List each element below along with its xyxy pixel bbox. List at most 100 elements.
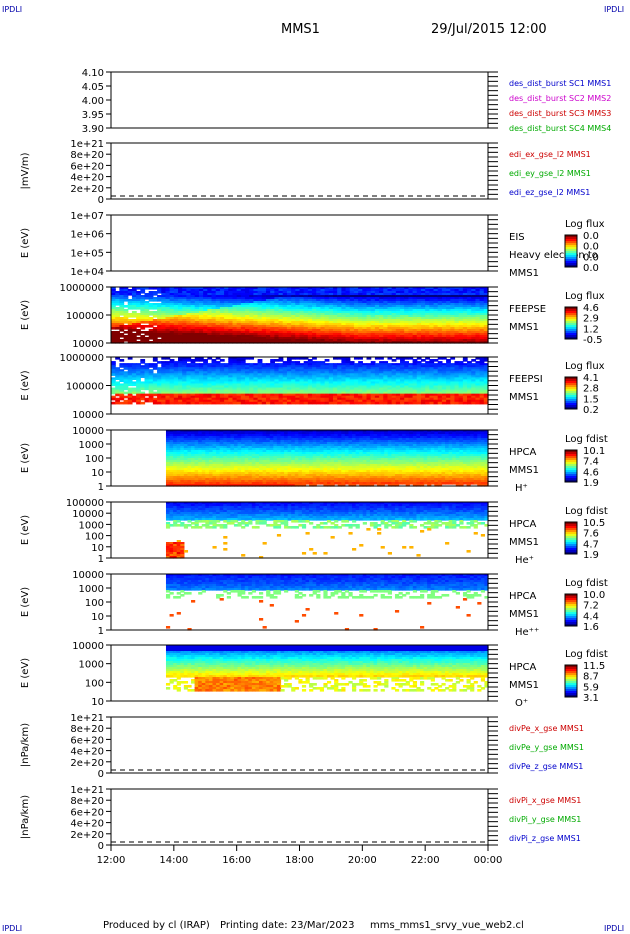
heatmap-cell — [303, 341, 309, 344]
heatmap-cell — [215, 363, 221, 366]
heatmap-cell — [349, 307, 355, 310]
heatmap-cell — [286, 401, 292, 405]
heatmap-cell — [169, 399, 175, 403]
heatmap-cell — [216, 466, 221, 469]
heatmap-cell — [261, 393, 267, 397]
heatmap-cell — [187, 462, 192, 465]
heatmap-cell — [366, 331, 372, 334]
heatmap-cell — [127, 323, 133, 326]
heatmap-cell — [165, 325, 171, 328]
heatmap-cell — [228, 375, 234, 378]
heatmap-cell — [429, 299, 435, 302]
heatmap-cell — [165, 287, 171, 290]
heatmap-cell — [119, 321, 125, 324]
heatmap-cell — [299, 289, 305, 292]
heatmap-cell — [216, 480, 221, 483]
heatmap-cell — [131, 293, 137, 296]
heatmap-cell — [131, 295, 137, 298]
heatmap-cell — [169, 365, 175, 368]
heatmap-cell — [379, 293, 384, 296]
heatmap-cell — [198, 484, 203, 487]
heatmap-cell — [471, 303, 477, 306]
heatmap-cell — [379, 401, 384, 405]
heatmap-cell — [131, 363, 137, 366]
heatmap-cell — [144, 293, 150, 296]
heatmap-cell — [211, 341, 217, 344]
heatmap-cell — [182, 395, 187, 399]
heatmap-cell — [467, 303, 472, 306]
heatmap-cell — [483, 327, 489, 330]
heatmap-cell — [387, 385, 393, 389]
heatmap-cell — [232, 295, 238, 298]
heatmap-cell — [299, 371, 305, 374]
heatmap-cell — [203, 397, 208, 401]
heatmap-cell — [341, 295, 347, 298]
heatmap-cell — [191, 430, 196, 433]
heatmap-cell — [366, 387, 372, 391]
heatmap-cell — [173, 381, 179, 385]
heatmap-cell — [169, 329, 175, 332]
heatmap-cell — [240, 303, 246, 306]
heatmap-cell — [408, 387, 414, 391]
heatmap-cell — [111, 307, 116, 310]
heatmap-cell — [362, 401, 368, 405]
heatmap-cell — [395, 369, 401, 372]
heatmap-cell — [207, 289, 213, 292]
heatmap-cell — [454, 397, 460, 401]
heatmap-cell — [161, 375, 167, 378]
heatmap-cell — [169, 450, 174, 453]
heatmap-cell — [157, 319, 162, 322]
heatmap-cell — [249, 309, 255, 312]
heatmap-cell — [291, 337, 296, 340]
heatmap-cell — [207, 395, 213, 399]
heatmap-cell — [479, 305, 485, 308]
heatmap-cell — [232, 377, 238, 380]
heatmap-cell — [115, 307, 120, 310]
heatmap-cell — [320, 377, 326, 380]
heatmap-cell — [391, 291, 397, 294]
heatmap-cell — [286, 397, 292, 401]
heatmap-cell — [345, 389, 351, 393]
heatmap-cell — [165, 480, 171, 483]
heatmap-cell — [370, 333, 376, 336]
heatmap-cell — [161, 329, 167, 332]
heatmap-cell — [328, 331, 334, 334]
heatmap-cell — [408, 295, 414, 298]
heatmap-cell — [446, 337, 451, 340]
heatmap-cell — [345, 301, 351, 304]
heatmap-cell — [353, 331, 359, 334]
heatmap-cell — [161, 291, 167, 294]
heatmap-cell — [278, 393, 284, 397]
heatmap-cell — [131, 323, 137, 326]
heatmap-cell — [265, 379, 271, 383]
heatmap-cell — [324, 375, 330, 378]
heatmap-cell — [249, 377, 255, 380]
heatmap-cell — [176, 476, 181, 479]
heatmap-cell — [208, 444, 214, 447]
heatmap-cell — [111, 317, 116, 320]
heatmap-cell — [207, 385, 213, 389]
heatmap-cell — [433, 335, 439, 338]
heatmap-cell — [312, 375, 317, 378]
heatmap-cell — [265, 301, 271, 304]
heatmap-cell — [312, 333, 317, 336]
heatmap-cell — [303, 357, 309, 360]
heatmap-cell — [240, 333, 246, 336]
heatmap-cell — [467, 307, 472, 310]
heatmap-cell — [286, 311, 292, 314]
heatmap-cell — [140, 361, 146, 364]
heatmap-cell — [341, 331, 347, 334]
heatmap-cell — [467, 293, 472, 296]
heatmap-cell — [198, 482, 203, 485]
heatmap-cell — [190, 327, 196, 330]
heatmap-cell — [420, 393, 426, 397]
heatmap-cell — [257, 331, 263, 334]
heatmap-cell — [194, 436, 199, 439]
heatmap-cell — [358, 395, 363, 399]
heatmap-cell — [312, 323, 317, 326]
heatmap-cell — [190, 371, 196, 374]
heatmap-cell — [341, 323, 347, 326]
heatmap-cell — [224, 365, 229, 368]
heatmap-cell — [173, 458, 178, 461]
heatmap-cell — [203, 311, 208, 314]
